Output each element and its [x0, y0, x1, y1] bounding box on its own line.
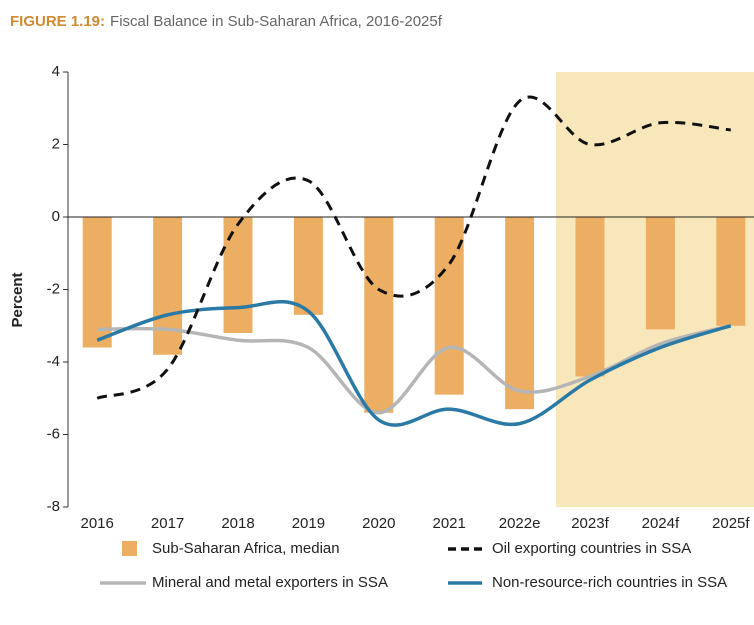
y-tick-label: -6 — [47, 425, 60, 442]
x-tick-label: 2019 — [292, 515, 325, 532]
bar — [364, 217, 394, 413]
y-tick-label: -8 — [47, 498, 60, 515]
x-tick-label: 2016 — [81, 515, 114, 532]
x-tick-label: 2024f — [642, 515, 680, 532]
figure-label: FIGURE 1.19: Fiscal Balance in Sub-Sahara… — [10, 13, 443, 30]
bar — [575, 217, 605, 377]
y-tick-label: 2 — [52, 135, 60, 152]
line — [96, 299, 732, 427]
legend-label: Non-resource-rich countries in SSA — [492, 574, 727, 591]
figure-number: FIGURE 1.19: — [10, 13, 105, 30]
bar — [223, 217, 253, 333]
y-tick-label: 0 — [52, 208, 60, 225]
y-tick-label: 4 — [52, 63, 60, 80]
legend-label: Mineral and metal exporters in SSA — [152, 574, 388, 591]
y-tick-label: -4 — [47, 353, 60, 370]
x-tick-label: 2022e — [499, 515, 541, 532]
legend-label: Sub-Saharan Africa, median — [152, 540, 340, 557]
chart-title: Fiscal Balance in Sub-Saharan Africa, 20… — [110, 13, 443, 30]
x-tick-label: 2021 — [433, 515, 466, 532]
x-tick-label: 2023f — [571, 515, 609, 532]
y-tick-label: -2 — [47, 280, 60, 297]
bar — [505, 217, 535, 410]
x-tick-label: 2018 — [221, 515, 254, 532]
legend-label: Oil exporting countries in SSA — [492, 540, 691, 557]
bar — [82, 217, 112, 348]
line — [96, 95, 731, 400]
bar — [293, 217, 323, 315]
x-tick-label: 2020 — [362, 515, 395, 532]
bar — [153, 217, 183, 355]
y-axis-label: Percent — [9, 272, 26, 327]
bar — [716, 217, 746, 326]
x-tick-label: 2025f — [712, 515, 750, 532]
x-tick-label: 2017 — [151, 515, 184, 532]
bar — [645, 217, 675, 330]
legend-swatch — [122, 541, 137, 556]
